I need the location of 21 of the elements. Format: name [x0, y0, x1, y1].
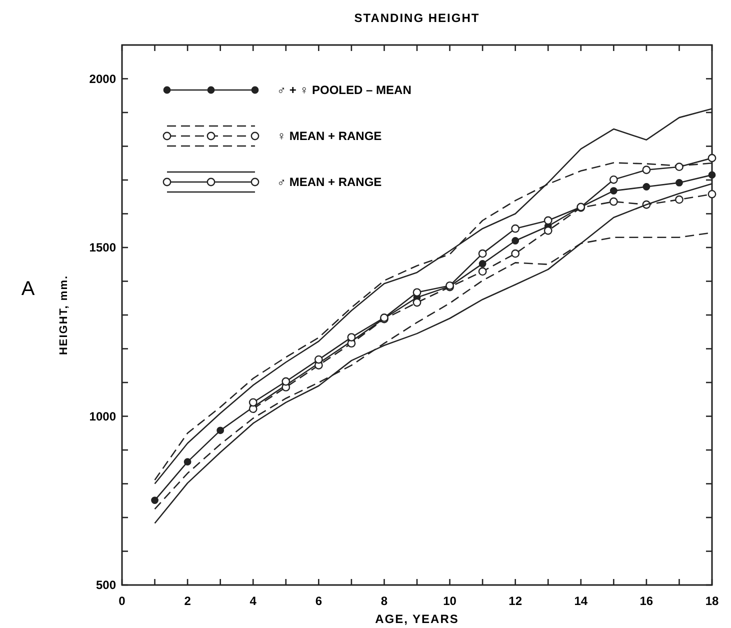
legend-label: ♂ + ♀ POOLED – MEAN: [277, 83, 412, 97]
text: A: [21, 278, 36, 300]
x-tick-label: 10: [443, 594, 457, 608]
x-tick-label: 4: [250, 594, 257, 608]
y-axis-title: HEIGHT, mm.: [58, 274, 70, 356]
y-tick-label: 500: [96, 578, 116, 592]
y-tick-label: 2000: [89, 72, 116, 86]
legend-label: ♀ MEAN + RANGE: [277, 129, 382, 143]
x-tick-label: 16: [640, 594, 654, 608]
x-tick-label: 6: [315, 594, 322, 608]
x-tick-label: 8: [380, 594, 388, 608]
legend-label: ♂ MEAN + RANGE: [277, 175, 382, 189]
x-tick-label: 12: [508, 594, 522, 608]
x-tick-label: 0: [118, 594, 126, 608]
x-tick-label: 2: [184, 594, 192, 608]
y-tick-label: 1000: [89, 409, 116, 424]
y-tick-label: 1500: [89, 240, 116, 254]
chart-title: STANDING HEIGHT: [354, 11, 480, 25]
x-tick-label: 18: [705, 594, 719, 608]
x-axis-title: AGE, YEARS: [375, 612, 459, 626]
x-tick-label: 14: [574, 594, 588, 608]
